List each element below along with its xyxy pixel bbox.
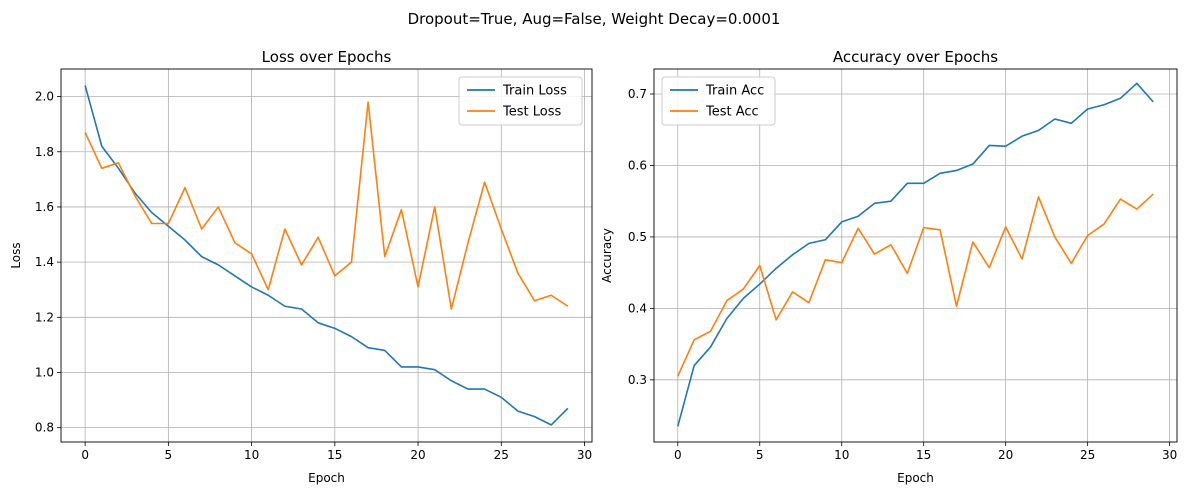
y-tick-label: 2.0: [35, 90, 54, 104]
legend: Train Loss Test Loss: [458, 76, 583, 126]
series-line-test-loss: [84, 101, 569, 310]
x-tick-label: 5: [756, 448, 764, 462]
legend-label-train-acc: Train Acc: [705, 84, 764, 99]
x-tick-label: 20: [410, 448, 425, 462]
axes-frame: [60, 68, 593, 443]
x-tick-label: 20: [998, 448, 1013, 462]
y-tick-label: 0.8: [35, 421, 54, 435]
y-tick-label: 1.0: [35, 365, 54, 379]
series-line-train-acc: [676, 82, 1154, 427]
y-axis-label: Loss: [9, 242, 23, 268]
x-tick-label: 10: [834, 448, 849, 462]
y-tick-label: 0.3: [628, 373, 647, 387]
series-line-test-acc: [677, 193, 1154, 377]
x-tick-label: 0: [674, 448, 682, 462]
x-tick-label: 30: [577, 448, 592, 462]
x-tick-label: 15: [916, 448, 931, 462]
y-tick-label: 1.4: [35, 255, 54, 269]
x-tick-label: 10: [244, 448, 259, 462]
accuracy-chart-panel: 0 5 10 15 20 25 30 0.3 0.4 0.5 0.6 0.7 Accuracy over…: [600, 48, 1178, 485]
x-tick-label: 30: [1162, 448, 1177, 462]
legend-label-train-loss: Train Loss: [502, 84, 567, 99]
y-tick-label: 1.8: [35, 145, 54, 159]
y-tick-label: 1.2: [35, 310, 54, 324]
y-tick-label: 0.5: [628, 230, 647, 244]
figure-suptitle: Dropout=True, Aug=False, Weight Decay=0.…: [408, 10, 781, 28]
x-tick-label: 15: [327, 448, 342, 462]
chart-title: Loss over Epochs: [262, 48, 392, 66]
y-tick-label: 0.6: [628, 158, 647, 172]
y-tick-label: 0.7: [628, 87, 647, 101]
legend-box: [661, 76, 776, 126]
axes-frame: [653, 68, 1178, 443]
x-tick-label: 5: [165, 448, 173, 462]
x-axis-label: Epoch: [308, 471, 345, 485]
legend-box: [458, 76, 583, 126]
x-tick-label: 25: [1080, 448, 1095, 462]
y-axis-label: Accuracy: [600, 228, 614, 283]
y-tick-label: 1.6: [35, 200, 54, 214]
y-tick-label: 0.4: [628, 301, 647, 315]
legend-label-test-acc: Test Acc: [705, 105, 759, 120]
x-tick-label: 25: [494, 448, 509, 462]
x-axis-label: Epoch: [897, 471, 934, 485]
loss-chart-panel: 0 5 10 15 20 25 30 0.8 1.0 1.2 1.4 1.6 1.8 2.0 Loss ov…: [9, 48, 593, 485]
x-tick-label: 0: [81, 448, 89, 462]
legend: Train Acc Test Acc: [661, 76, 776, 126]
legend-label-test-loss: Test Loss: [502, 105, 561, 120]
chart-title: Accuracy over Epochs: [833, 48, 998, 66]
